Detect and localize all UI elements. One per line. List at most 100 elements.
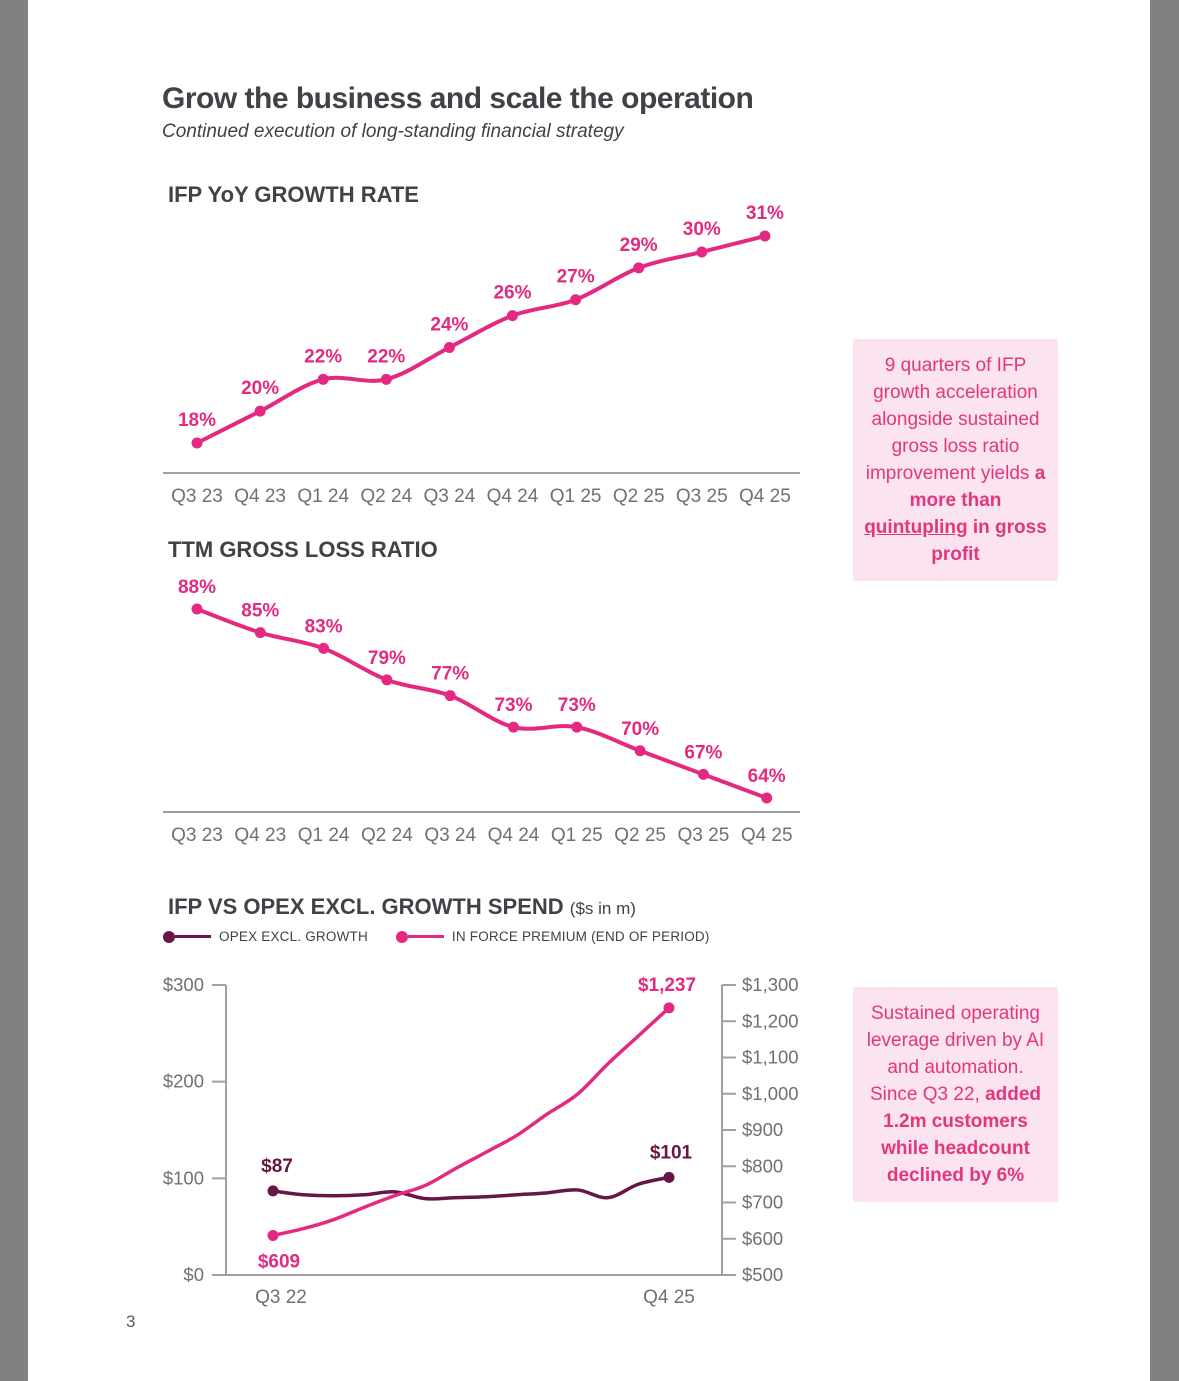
data-label: 31% (746, 203, 784, 224)
page-title: Grow the business and scale the operatio… (162, 82, 754, 115)
data-label: $101 (650, 1142, 693, 1163)
x-tick-label: Q3 24 (424, 825, 476, 846)
x-tick-label: Q4 23 (234, 825, 286, 846)
endpoint-marker (267, 1229, 279, 1241)
endpoint-marker (663, 1002, 675, 1014)
callout-operating-leverage: Sustained operating leverage driven by A… (853, 987, 1058, 1202)
data-point (191, 603, 203, 615)
x-tick-label: Q4 25 (739, 486, 791, 507)
x-tick-label: Q4 24 (488, 825, 540, 846)
data-label: 67% (684, 742, 722, 763)
callout-gross-profit: 9 quarters of IFP growth acceleration al… (853, 339, 1058, 581)
series-line-right (271, 1006, 671, 1238)
data-label: 30% (683, 219, 721, 240)
left-axis-label: $200 (163, 1071, 204, 1092)
data-point (317, 373, 329, 385)
x-tick-label: Q1 24 (297, 486, 349, 507)
chart-title-loss-ratio: TTM GROSS LOSS RATIO (168, 537, 438, 562)
data-point (508, 721, 519, 733)
endpoint-marker (267, 1185, 279, 1197)
data-point (696, 246, 708, 258)
data-label: 18% (178, 410, 216, 431)
callout-text-segment: in gross profit (931, 517, 1047, 565)
legend-dot-icon (163, 930, 175, 943)
callout-text-segment: quintupling (864, 517, 968, 538)
data-label: 64% (748, 766, 786, 787)
data-label: 73% (494, 695, 532, 716)
x-tick-label: Q2 24 (360, 486, 412, 507)
data-point (318, 642, 330, 654)
ifp-vs-opex-chart: $0 $100 $200 $300 $500 $600 $700 $800 $900 $1,000… (163, 974, 799, 1308)
legend-dot-icon (395, 930, 408, 943)
data-label: 22% (304, 346, 342, 367)
data-label: 88% (178, 577, 216, 598)
data-label: $609 (258, 1251, 300, 1272)
data-label: 77% (431, 664, 469, 685)
ttm-gross-loss-ratio-chart: 88% Q3 23 85% Q4 23 83% Q1 24 79% Q2 24 77% Q3 24… (163, 577, 800, 846)
legend-item: IN FORCE PREMIUM (END OF PERIOD) (395, 929, 710, 944)
data-point (254, 405, 266, 417)
series-line (195, 234, 767, 445)
x-tick-label: Q3 23 (171, 825, 223, 846)
right-axis-label: $1,300 (742, 974, 799, 995)
x-tick-label: Q1 24 (298, 825, 350, 846)
left-axis-label: $100 (163, 1167, 204, 1188)
right-axis-label: $1,000 (742, 1083, 799, 1104)
callout-text-segment: a more than (909, 463, 1046, 511)
data-point (633, 262, 645, 274)
x-tick-label: Q1 25 (550, 486, 602, 507)
data-label: $87 (261, 1156, 293, 1177)
x-tick-label: Q3 24 (424, 486, 476, 507)
data-point (191, 437, 203, 449)
data-point (507, 310, 518, 322)
legend-line-icon (175, 935, 211, 938)
data-label: 85% (241, 601, 279, 622)
data-point (761, 792, 773, 804)
series-line (195, 607, 769, 800)
data-point (444, 690, 456, 702)
data-label: 70% (621, 719, 659, 740)
right-axis-label: $600 (742, 1228, 783, 1249)
right-gray-bar (1150, 0, 1179, 1381)
right-axis-label: $500 (742, 1264, 783, 1285)
data-point (697, 768, 709, 780)
data-label: 83% (305, 616, 343, 637)
legend-line-icon (407, 935, 444, 938)
legend-label: IN FORCE PREMIUM (END OF PERIOD) (451, 929, 710, 944)
x-tick-label: Q2 24 (361, 825, 413, 846)
chart-legend: OPEX EXCL. GROWTH IN FORCE PREMIUM (END O… (163, 929, 710, 944)
x-tick-label: Q4 24 (487, 486, 539, 507)
x-tick-label: Q3 22 (255, 1287, 307, 1308)
right-axis-label: $1,200 (742, 1010, 799, 1031)
data-label: 26% (493, 283, 531, 304)
data-label: 22% (367, 346, 405, 367)
data-point (759, 230, 771, 242)
data-point (570, 294, 582, 306)
data-label: 29% (620, 235, 658, 256)
page-number: 3 (126, 1312, 136, 1331)
data-point (443, 341, 455, 353)
left-axis-label: $0 (183, 1264, 204, 1285)
right-axis-label: $900 (742, 1119, 783, 1140)
x-tick-label: Q1 25 (551, 825, 603, 846)
endpoint-marker (663, 1171, 675, 1183)
callout-text-segment: Sustained operating leverage driven by A… (866, 1003, 1045, 1105)
series-line-left (271, 1175, 671, 1201)
right-axis-label: $700 (742, 1192, 783, 1213)
x-tick-label: Q4 25 (643, 1287, 695, 1308)
left-gray-bar (0, 0, 28, 1381)
x-tick-label: Q4 25 (741, 825, 793, 846)
data-label: $1,237 (638, 975, 696, 996)
ifp-yoy-growth-chart: 18% Q3 23 20% Q4 23 22% Q1 24 22% Q2 24 24% Q3 24… (163, 203, 800, 507)
x-tick-label: Q3 25 (676, 486, 728, 507)
data-point (634, 745, 646, 757)
chart-title-ifp-vs-opex: IFP VS OPEX EXCL. GROWTH SPEND ($s in m) (168, 894, 636, 920)
x-tick-label: Q3 25 (678, 825, 730, 846)
data-point (381, 674, 393, 686)
data-label: 79% (368, 648, 406, 669)
data-label: 73% (558, 695, 596, 716)
chart-title-ifp-growth: IFP YoY GROWTH RATE (168, 182, 419, 207)
data-point (571, 721, 583, 733)
left-axis-label: $300 (163, 974, 204, 995)
